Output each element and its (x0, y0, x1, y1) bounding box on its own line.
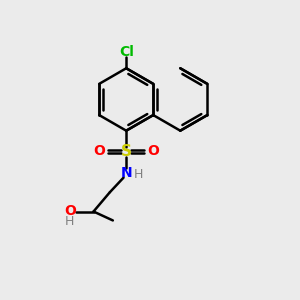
Text: O: O (94, 145, 105, 158)
Text: S: S (121, 144, 132, 159)
Text: H: H (65, 214, 74, 227)
Text: N: N (120, 166, 132, 180)
Text: O: O (64, 204, 76, 218)
Text: Cl: Cl (119, 45, 134, 59)
Text: H: H (134, 168, 143, 181)
Text: O: O (147, 145, 159, 158)
